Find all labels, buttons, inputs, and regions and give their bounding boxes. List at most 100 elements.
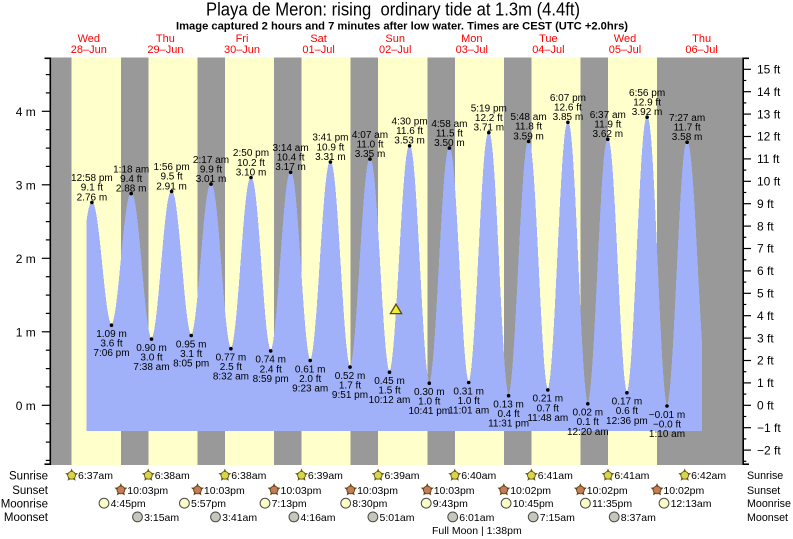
svg-text:Image captured 2 hours and 7 m: Image captured 2 hours and 7 minutes aft… xyxy=(176,20,628,32)
svg-text:3.35 m: 3.35 m xyxy=(355,149,386,160)
svg-text:5:01am: 5:01am xyxy=(380,512,415,524)
svg-text:Thu: Thu xyxy=(692,33,711,45)
svg-text:0.30 m: 0.30 m xyxy=(414,387,445,398)
svg-text:10:02pm: 10:02pm xyxy=(587,485,628,497)
svg-text:Thu: Thu xyxy=(156,33,175,45)
svg-text:10:02pm: 10:02pm xyxy=(663,485,704,497)
svg-text:6:37 am: 6:37 am xyxy=(590,110,626,121)
svg-text:6:39am: 6:39am xyxy=(385,470,420,482)
svg-text:0.77 m: 0.77 m xyxy=(216,353,247,364)
svg-text:2.91 m: 2.91 m xyxy=(156,181,187,192)
svg-text:10:03pm: 10:03pm xyxy=(204,485,245,497)
svg-text:3.1 ft: 3.1 ft xyxy=(180,349,202,360)
svg-text:3.17 m: 3.17 m xyxy=(275,162,306,173)
svg-text:11.5 ft: 11.5 ft xyxy=(436,128,463,139)
svg-text:10:45pm: 10:45pm xyxy=(513,498,554,510)
svg-text:7:38 am: 7:38 am xyxy=(133,362,169,373)
svg-text:6:07 pm: 6:07 pm xyxy=(550,93,586,104)
svg-text:8:30pm: 8:30pm xyxy=(352,498,387,510)
svg-text:Sunset: Sunset xyxy=(747,485,780,497)
svg-text:05–Jul: 05–Jul xyxy=(609,44,641,56)
svg-text:0.13 m: 0.13 m xyxy=(493,400,524,411)
svg-text:−2 ft: −2 ft xyxy=(757,443,781,457)
svg-text:11 ft: 11 ft xyxy=(757,152,780,166)
svg-text:Moonrise: Moonrise xyxy=(747,498,791,510)
svg-text:10:03pm: 10:03pm xyxy=(357,485,398,497)
svg-text:3.71 m: 3.71 m xyxy=(474,123,505,134)
svg-text:3.53 m: 3.53 m xyxy=(394,136,425,147)
svg-text:1.09 m: 1.09 m xyxy=(96,329,127,340)
svg-text:12:20 am: 12:20 am xyxy=(567,427,609,438)
svg-text:29–Jun: 29–Jun xyxy=(147,44,183,56)
svg-text:11.0 ft: 11.0 ft xyxy=(356,139,383,150)
svg-text:11.6 ft: 11.6 ft xyxy=(396,126,423,137)
svg-text:Sunrise: Sunrise xyxy=(9,470,48,482)
svg-text:Wed: Wed xyxy=(614,33,636,45)
svg-text:Moonset: Moonset xyxy=(4,512,49,524)
svg-text:0.95 m: 0.95 m xyxy=(176,339,207,350)
svg-text:6:42am: 6:42am xyxy=(691,470,726,482)
svg-text:3.92 m: 3.92 m xyxy=(632,107,663,118)
svg-text:4 ft: 4 ft xyxy=(757,309,774,323)
svg-text:10.4 ft: 10.4 ft xyxy=(277,153,305,164)
svg-text:7:06 pm: 7:06 pm xyxy=(93,348,129,359)
svg-text:0.6 ft: 0.6 ft xyxy=(616,406,638,417)
svg-text:2.76 m: 2.76 m xyxy=(77,192,108,203)
svg-text:6:38am: 6:38am xyxy=(155,470,190,482)
svg-text:1.0 ft: 1.0 ft xyxy=(458,396,480,407)
svg-text:30–Jun: 30–Jun xyxy=(224,44,260,56)
svg-text:6:40am: 6:40am xyxy=(461,470,496,482)
svg-text:Sat: Sat xyxy=(310,33,327,45)
svg-text:11:48 am: 11:48 am xyxy=(527,413,568,424)
svg-text:6:39am: 6:39am xyxy=(308,470,343,482)
svg-text:06–Jul: 06–Jul xyxy=(685,44,717,56)
svg-text:7:13pm: 7:13pm xyxy=(272,498,307,510)
svg-text:9:23 am: 9:23 am xyxy=(292,384,328,395)
svg-text:Tue: Tue xyxy=(539,33,558,45)
svg-text:0.31 m: 0.31 m xyxy=(453,386,484,397)
svg-text:9.9 ft: 9.9 ft xyxy=(200,164,222,175)
svg-text:Moonset: Moonset xyxy=(747,512,788,524)
svg-text:6:41am: 6:41am xyxy=(538,470,573,482)
svg-text:3 m: 3 m xyxy=(16,179,36,193)
svg-text:12.9 ft: 12.9 ft xyxy=(633,98,661,109)
svg-text:10:12 am: 10:12 am xyxy=(369,395,411,406)
svg-text:0.4 ft: 0.4 ft xyxy=(497,409,519,420)
svg-text:3.50 m: 3.50 m xyxy=(434,138,465,149)
svg-text:3:41 pm: 3:41 pm xyxy=(312,133,348,144)
svg-text:11.8 ft: 11.8 ft xyxy=(515,122,542,133)
svg-text:9 ft: 9 ft xyxy=(757,197,774,211)
svg-text:6:37am: 6:37am xyxy=(78,470,113,482)
svg-text:9.1 ft: 9.1 ft xyxy=(81,183,103,194)
svg-text:03–Jul: 03–Jul xyxy=(456,44,488,56)
svg-text:02–Jul: 02–Jul xyxy=(379,44,411,56)
svg-text:−0.01 m: −0.01 m xyxy=(649,410,685,421)
svg-text:0.1 ft: 0.1 ft xyxy=(577,417,599,428)
svg-text:1 ft: 1 ft xyxy=(757,376,774,390)
svg-text:0.74 m: 0.74 m xyxy=(255,355,286,366)
svg-text:1:18 am: 1:18 am xyxy=(113,164,149,175)
svg-text:1.5 ft: 1.5 ft xyxy=(378,386,400,397)
svg-text:5:48 am: 5:48 am xyxy=(511,112,547,123)
svg-text:4:16am: 4:16am xyxy=(301,512,336,524)
svg-text:3.58 m: 3.58 m xyxy=(672,132,703,143)
svg-text:3.85 m: 3.85 m xyxy=(553,112,584,123)
svg-text:0.45 m: 0.45 m xyxy=(374,376,405,387)
svg-text:8:59 pm: 8:59 pm xyxy=(253,374,289,385)
svg-text:3.0 ft: 3.0 ft xyxy=(140,353,162,364)
svg-text:3.62 m: 3.62 m xyxy=(593,129,624,140)
svg-text:9.5 ft: 9.5 ft xyxy=(160,172,182,183)
svg-text:2 ft: 2 ft xyxy=(757,354,774,368)
svg-text:2:50 pm: 2:50 pm xyxy=(233,148,269,159)
svg-text:0.7 ft: 0.7 ft xyxy=(537,403,559,414)
svg-text:8 ft: 8 ft xyxy=(757,219,774,233)
svg-text:1.7 ft: 1.7 ft xyxy=(339,381,361,392)
svg-text:28–Jun: 28–Jun xyxy=(71,44,107,56)
svg-text:Fri: Fri xyxy=(236,33,249,45)
svg-text:Sun: Sun xyxy=(385,33,405,45)
svg-text:1.0 ft: 1.0 ft xyxy=(418,397,440,408)
svg-text:11.9 ft: 11.9 ft xyxy=(594,120,621,131)
svg-text:Wed: Wed xyxy=(78,33,100,45)
svg-text:5 ft: 5 ft xyxy=(757,287,774,301)
svg-text:14 ft: 14 ft xyxy=(757,85,781,99)
